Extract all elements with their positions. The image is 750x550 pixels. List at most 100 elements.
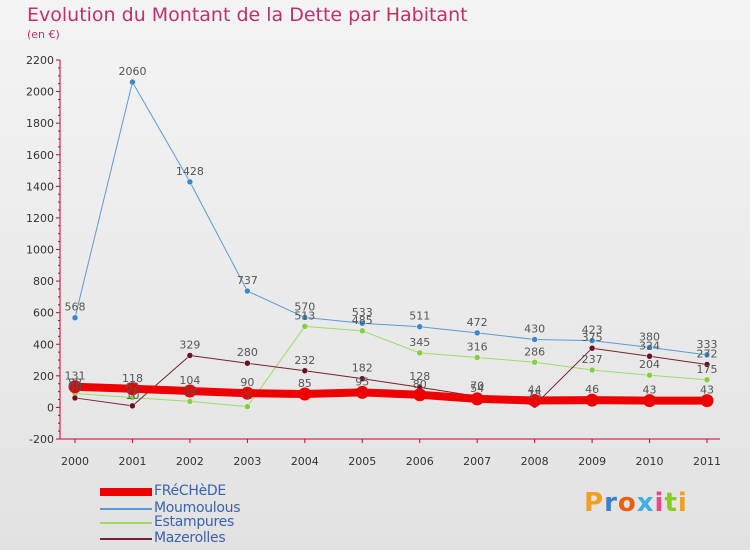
- legend-swatch-moumoulous: [100, 508, 152, 510]
- logo-letter: i: [677, 488, 688, 518]
- series-line-2: [74, 325, 708, 408]
- data-label-0: 131: [65, 370, 86, 383]
- data-label-3: 10: [125, 389, 139, 402]
- y-tick-label: 600: [33, 307, 54, 320]
- x-tick-label: 2003: [233, 455, 261, 468]
- data-label-2: 286: [524, 345, 545, 358]
- data-point-0: [413, 388, 427, 402]
- data-label-1: 472: [467, 316, 488, 329]
- data-label-1: 333: [697, 338, 718, 351]
- data-point-0: [68, 380, 82, 394]
- data-point-3: [186, 352, 194, 359]
- data-point-0: [643, 394, 657, 408]
- data-label-2: 62: [125, 381, 139, 394]
- x-tick-label: 2009: [578, 455, 606, 468]
- data-label-0: 54: [470, 382, 484, 395]
- series-line-0: [71, 382, 711, 405]
- data-point-3: [359, 375, 366, 382]
- data-point-0: [585, 393, 599, 407]
- data-label-0: 80: [413, 378, 427, 391]
- data-point-3: [301, 367, 309, 375]
- data-label-1: 430: [524, 323, 545, 336]
- data-label-1: 533: [352, 306, 373, 319]
- data-point-2: [244, 403, 251, 410]
- data-point-1: [186, 178, 194, 186]
- data-label-1: 570: [294, 300, 315, 313]
- data-point-1: [703, 351, 711, 359]
- x-tick-label: 2001: [118, 455, 146, 468]
- x-tick-label: 2004: [291, 455, 319, 468]
- data-label-2: 513: [294, 309, 315, 322]
- data-point-2: [416, 349, 423, 357]
- data-label-0: 104: [179, 374, 200, 387]
- y-tick-label: 1000: [26, 244, 54, 257]
- data-point-1: [244, 287, 251, 295]
- chart-subtitle: (en €): [27, 28, 60, 41]
- data-label-0: 43: [700, 384, 714, 397]
- data-point-2: [531, 359, 538, 366]
- data-label-2: 38: [183, 384, 197, 397]
- data-label-0: 118: [122, 372, 143, 385]
- x-tick-label: 2010: [636, 455, 664, 468]
- x-tick-label: 2008: [521, 455, 549, 468]
- data-label-3: 60: [68, 381, 82, 394]
- data-point-3: [703, 361, 711, 368]
- logo-letter: t: [664, 488, 678, 518]
- data-label-1: 1428: [176, 165, 204, 178]
- data-label-0: 85: [298, 377, 312, 390]
- data-point-0: [298, 387, 312, 401]
- data-point-2: [186, 398, 194, 405]
- x-tick-label: 2011: [693, 455, 721, 468]
- logo-letter: i: [654, 488, 665, 518]
- legend-label-estampures: Estampures: [154, 514, 234, 530]
- data-point-0: [700, 394, 714, 408]
- x-tick-label: 2002: [176, 455, 204, 468]
- data-label-1: 737: [237, 274, 258, 287]
- data-label-3: 15: [528, 388, 542, 401]
- data-label-0: 46: [585, 383, 599, 396]
- legend-item-mazerolles: Mazerolles: [100, 530, 360, 547]
- proxiti-logo: Proxiti: [584, 488, 688, 518]
- y-tick-label: 1400: [26, 180, 54, 193]
- data-label-3: 324: [639, 339, 660, 352]
- data-point-3: [129, 402, 136, 410]
- data-label-3: 70: [470, 379, 484, 392]
- y-tick-label: 1800: [26, 117, 54, 130]
- y-tick-label: 2000: [26, 86, 54, 99]
- data-label-2: 88: [68, 377, 82, 390]
- data-label-1: 511: [409, 310, 430, 323]
- legend-item-moumoulous: Moumoulous: [100, 500, 360, 517]
- data-label-2: 345: [409, 336, 430, 349]
- x-tick-label: 2007: [463, 455, 491, 468]
- data-label-1: 568: [65, 301, 86, 314]
- legend-swatch-frechede: [100, 488, 152, 496]
- y-tick-label: 800: [33, 275, 54, 288]
- y-tick-label: 400: [33, 338, 54, 351]
- legend-swatch-mazerolles: [100, 538, 152, 540]
- x-tick-label: 2006: [406, 455, 434, 468]
- legend-swatch-estampures: [100, 522, 152, 524]
- data-point-1: [531, 336, 538, 343]
- data-label-2: 237: [582, 353, 603, 366]
- y-tick-label: 200: [33, 370, 54, 383]
- data-label-1: 423: [582, 324, 603, 337]
- legend-item-estampures: Estampures: [100, 514, 360, 531]
- data-label-3: 272: [697, 347, 718, 360]
- data-label-3: 280: [237, 346, 258, 359]
- series-line-3: [74, 347, 708, 407]
- x-tick-label: 2005: [348, 455, 376, 468]
- data-label-1: 2060: [118, 65, 146, 78]
- data-label-0: 95: [355, 375, 369, 388]
- logo-letter: r: [604, 488, 618, 518]
- data-point-2: [301, 323, 309, 330]
- data-label-0: 43: [643, 384, 657, 397]
- data-label-0: 90: [240, 376, 254, 389]
- data-point-1: [416, 323, 423, 330]
- y-tick-label: 2200: [26, 54, 54, 67]
- data-point-0: [240, 386, 254, 400]
- data-label-3: 329: [179, 338, 200, 351]
- data-point-0: [183, 384, 197, 398]
- legend-item-frechede: FRéCHèDE: [100, 483, 360, 500]
- data-label-2: 316: [467, 341, 488, 354]
